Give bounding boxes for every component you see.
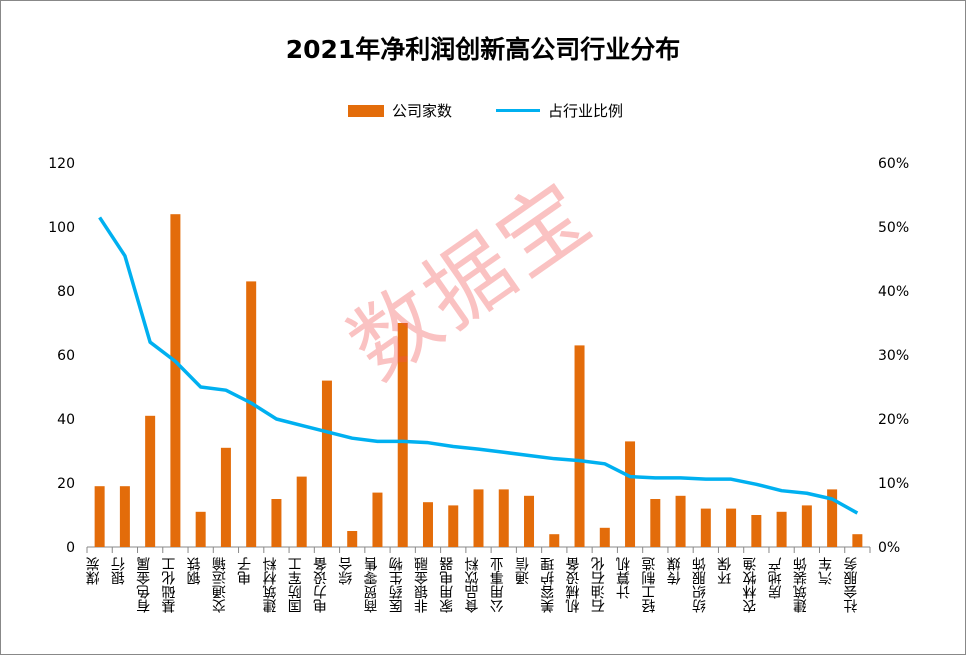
bar bbox=[498, 489, 509, 547]
y2-tick-label: 50% bbox=[878, 220, 909, 236]
bar bbox=[801, 505, 812, 547]
bar bbox=[599, 527, 610, 547]
bar bbox=[650, 499, 661, 547]
y2-tick-label: 40% bbox=[878, 284, 909, 300]
x-tick-label: 钢铁 bbox=[187, 557, 203, 585]
x-tick-label: 综合 bbox=[338, 557, 354, 585]
bar bbox=[700, 508, 711, 547]
bar bbox=[271, 499, 282, 547]
x-tick-label: 纺织服饰 bbox=[692, 557, 708, 613]
bar bbox=[852, 534, 863, 547]
bar bbox=[119, 486, 130, 547]
y-tick-label: 120 bbox=[48, 156, 75, 172]
legend-bar-swatch bbox=[348, 104, 384, 117]
x-tick-label: 美容护理 bbox=[540, 557, 556, 613]
y-tick-label: 60 bbox=[57, 348, 75, 364]
x-tick-label: 交通运输 bbox=[212, 557, 228, 614]
bar bbox=[347, 531, 358, 547]
x-tick-label: 石油石化 bbox=[591, 556, 607, 613]
legend: 公司家数 占行业比例 bbox=[348, 100, 623, 121]
x-tick-label: 电子 bbox=[237, 557, 253, 585]
y2-tick-label: 20% bbox=[878, 412, 909, 428]
x-tick-label: 食品饮料 bbox=[465, 557, 481, 614]
y-tick-label: 40 bbox=[57, 412, 75, 428]
y2-tick-label: 0% bbox=[878, 540, 900, 556]
x-tick-label: 环保 bbox=[717, 557, 733, 585]
bar bbox=[726, 508, 737, 547]
x-tick-label: 家用电器 bbox=[439, 557, 455, 614]
y-tick-label: 80 bbox=[57, 284, 75, 300]
chart-title: 2021年净利润创新高公司行业分布 bbox=[285, 35, 681, 64]
x-tick-label: 商贸零售 bbox=[363, 557, 379, 613]
bar bbox=[372, 492, 383, 547]
x-tick-label: 汽车 bbox=[818, 557, 834, 585]
x-tick-label: 建筑材料 bbox=[262, 557, 278, 613]
bar bbox=[675, 495, 686, 547]
x-tick-label: 基础化工 bbox=[161, 557, 177, 614]
x-tick-label: 公用事业 bbox=[490, 557, 506, 613]
legend-line-swatch bbox=[496, 109, 541, 112]
x-tick-label: 煤炭 bbox=[86, 557, 102, 585]
x-tick-label: 轻工制造 bbox=[641, 556, 657, 613]
legend-bar-label: 公司家数 bbox=[392, 102, 453, 120]
x-tick-label: 计算机 bbox=[616, 556, 632, 599]
bar bbox=[776, 511, 787, 547]
x-tick-label: 电力设备 bbox=[313, 557, 329, 613]
y-tick-label: 0 bbox=[66, 540, 75, 556]
y-tick-label: 100 bbox=[48, 220, 75, 236]
bar bbox=[473, 489, 484, 547]
y2-tick-label: 60% bbox=[878, 156, 909, 172]
bar bbox=[422, 502, 433, 547]
bar bbox=[397, 323, 408, 547]
bar bbox=[827, 489, 838, 547]
x-tick-label: 有色金属 bbox=[136, 557, 152, 613]
bar bbox=[246, 281, 257, 547]
x-tick-label: 农林牧渔 bbox=[742, 557, 758, 613]
bar bbox=[195, 511, 206, 547]
bar bbox=[574, 345, 585, 547]
x-tick-label: 通信 bbox=[515, 557, 531, 585]
bar bbox=[549, 534, 560, 547]
x-tick-label: 传媒 bbox=[667, 557, 683, 585]
y-tick-label: 20 bbox=[57, 476, 75, 492]
y2-tick-label: 10% bbox=[878, 476, 909, 492]
legend-line-label: 占行业比例 bbox=[548, 102, 624, 120]
y2-tick-label: 30% bbox=[878, 348, 909, 364]
bar bbox=[524, 495, 535, 547]
bar bbox=[220, 447, 231, 547]
bar bbox=[145, 415, 156, 547]
x-tick-label: 建筑装饰 bbox=[793, 557, 809, 613]
bar bbox=[94, 486, 105, 547]
x-tick-label: 非银金融 bbox=[414, 557, 430, 613]
x-tick-label: 银行 bbox=[111, 556, 127, 585]
x-tick-label: 机械设备 bbox=[566, 557, 582, 613]
x-tick-label: 国防军工 bbox=[288, 557, 304, 613]
bar bbox=[296, 476, 307, 547]
bar bbox=[170, 214, 181, 547]
bar bbox=[321, 380, 332, 547]
x-tick-label: 医药生物 bbox=[389, 556, 405, 613]
x-tick-label: 房地产 bbox=[768, 556, 784, 599]
bar bbox=[448, 505, 459, 547]
bar bbox=[751, 515, 762, 547]
bar bbox=[625, 441, 636, 547]
x-tick-label: 社会服务 bbox=[843, 557, 859, 613]
